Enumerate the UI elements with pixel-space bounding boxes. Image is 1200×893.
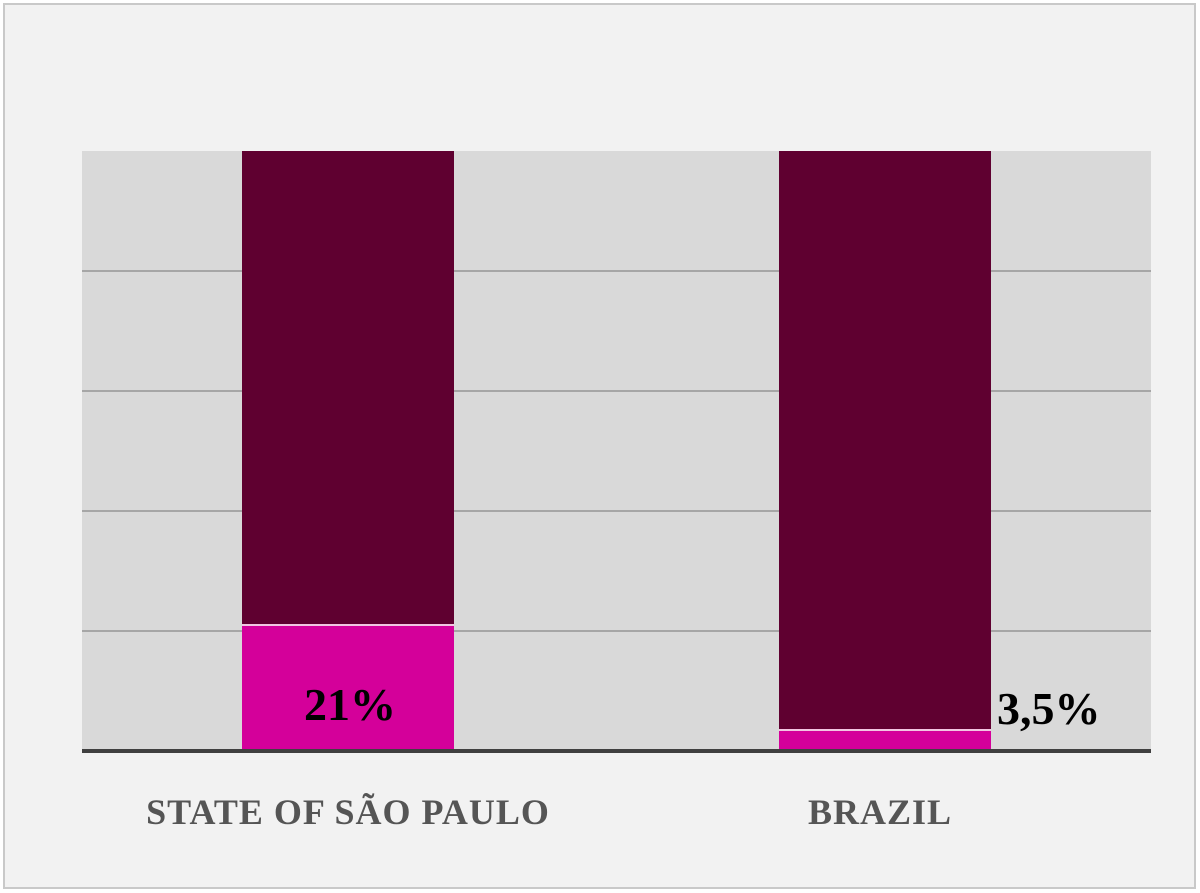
category-label-brazil: BRAZIL bbox=[808, 792, 952, 832]
bar-brazil-segment-1 bbox=[779, 730, 991, 751]
category-label-sao-paulo: STATE OF SÃO PAULO bbox=[146, 792, 550, 832]
data-label-brazil: 3,5% bbox=[997, 683, 1101, 734]
bar-brazil-segment-2 bbox=[779, 151, 991, 730]
bar-sao-paulo-segment-1 bbox=[242, 625, 454, 751]
bar-sao-paulo-segment-2 bbox=[242, 151, 454, 625]
data-label-sao-paulo: 21% bbox=[304, 679, 396, 730]
bars bbox=[242, 151, 991, 751]
